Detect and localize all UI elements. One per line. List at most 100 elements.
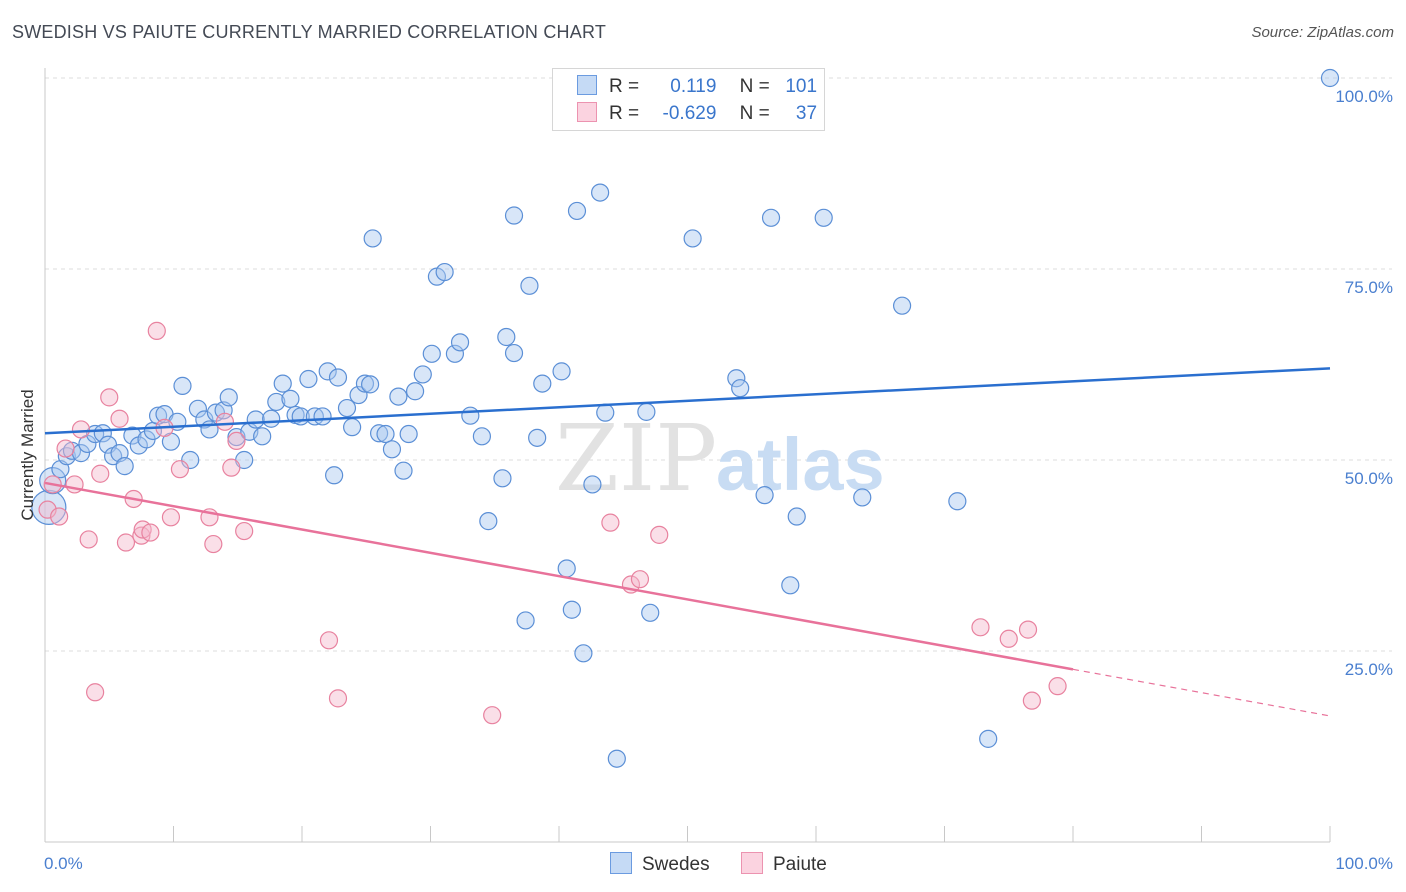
legend-r-value-paiute: -0.629 [662,103,717,124]
swedes-point [567,201,587,221]
paiute-point [215,412,234,431]
swedes-point [683,229,702,248]
swedes-point [355,374,375,393]
swedes-point [115,457,134,476]
swedes-point [520,276,539,295]
paiute-point [38,500,57,519]
series-paiute [38,321,1067,725]
source-label: Source: ZipAtlas.com [1251,24,1394,41]
legend-n-label: N = [739,76,770,97]
paiute-point [71,420,91,439]
legend-n-value-swedes: 101 [785,76,818,97]
swedes-point [497,327,516,347]
swedes-point [727,369,746,388]
legend-n-value-paiute: 37 [795,103,818,124]
swedes-point [583,475,602,494]
swedes-point [370,424,389,443]
swedes-trend-line [44,367,1331,435]
swedes-swatch [577,75,597,95]
swedes-point [596,403,615,422]
swedes-point [399,424,418,444]
swedes-point [376,424,395,444]
paiute-point [999,629,1018,648]
swedes-point [528,428,547,447]
gridlines [45,77,1392,652]
paiute-point [483,706,502,725]
legend-item-swedes[interactable]: Swedes [610,852,710,876]
swedes-point [533,374,552,393]
paiute-point [319,631,339,650]
stats-legend: R = 0.119 N = 101 R = -0.629 N = 37 [552,68,825,131]
paiute-point [650,525,669,544]
paiute-point [630,570,650,589]
swedes-point [39,467,67,495]
swedes-point [435,262,454,282]
swedes-point [57,447,76,466]
swedes-point [504,343,524,363]
paiute-point [141,523,160,542]
paiute-point [147,321,166,340]
swedes-point [325,466,344,485]
swedes-point [382,440,402,459]
swedes-point [343,418,362,437]
paiute-point [91,464,110,483]
legend-row-paiute: R = -0.629 N = 37 [577,102,817,124]
legend-row-swedes: R = 0.119 N = 101 [577,75,817,97]
y-tick-label: 75.0% [1345,278,1393,297]
paiute-trend-extension [1072,668,1331,717]
legend-r-value-swedes: 0.119 [670,76,717,97]
swedes-point [562,600,581,619]
paiute-point [79,530,98,549]
swedes-point [299,369,318,389]
paiute-point [100,388,119,407]
legend-item-paiute[interactable]: Paiute [741,852,827,876]
legend-n-label: N = [739,103,770,124]
swedes-point [405,382,425,401]
swedes-legend-swatch [610,852,632,874]
watermark-zip: ZIP [555,405,717,512]
paiute-point [204,534,223,554]
paiute-point [227,431,246,450]
legend-label-swedes: Swedes [642,854,710,875]
paiute-point [1018,620,1038,639]
swedes-point [445,344,465,363]
swedes-point [389,387,408,406]
swedes-point [246,410,265,429]
paiute-point [601,513,620,532]
swedes-point [413,365,432,384]
swedes-point [173,376,192,395]
y-axis-label: Currently Married [18,389,37,520]
axis-labels: 25.0% 50.0% 75.0% 100.0% 0.0% 100.0% Currently… [18,87,1393,873]
swedes-point [948,492,967,511]
paiute-point [50,507,69,526]
swedes-point [281,389,300,408]
swedes-point [787,507,806,526]
paiute-point [161,508,181,527]
swedes-point [557,559,576,578]
legend-r-label: R = [609,103,640,124]
swedes-point [363,229,382,248]
x-tick-label-max: 100.0% [1335,854,1393,873]
paiute-trend-line [44,481,1074,671]
swedes-point [450,333,470,352]
swedes-point [755,486,774,505]
swedes-point [761,208,781,227]
paiute-swatch [577,102,597,122]
swedes-point [641,603,660,622]
legend-label-paiute: Paiute [773,854,827,875]
swedes-point [394,461,413,480]
swedes-point [123,426,142,445]
paiute-point [971,618,990,637]
paiute-point [1022,691,1041,710]
watermark: ZIP atlas [555,405,885,512]
swedes-point [574,644,593,663]
swedes-point [422,344,441,363]
swedes-point [253,427,272,446]
swedes-point [781,576,800,595]
watermark-atlas: atlas [716,423,885,506]
swedes-point [979,729,998,748]
paiute-point [1048,677,1067,696]
axes [44,68,1331,843]
swedes-point [552,362,571,381]
